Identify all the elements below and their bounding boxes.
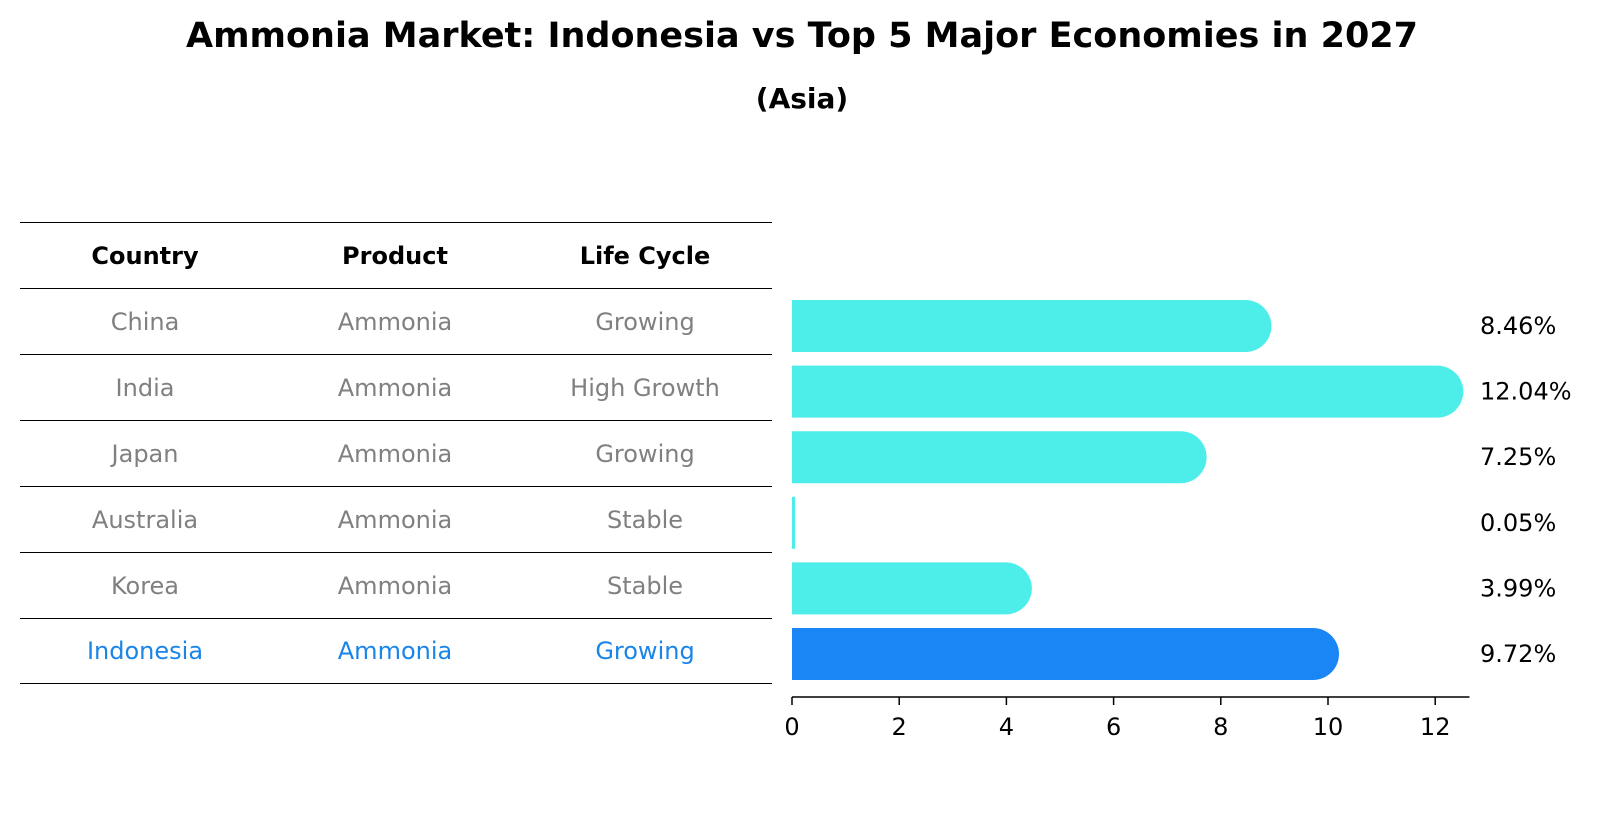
- cell-product: Ammonia: [337, 373, 453, 402]
- bar-korea: [792, 562, 1032, 615]
- table-row-highlight: Indonesia Ammonia Growing: [20, 618, 772, 684]
- cell-product: Ammonia: [337, 637, 453, 665]
- x-tick-label-2: 2: [892, 713, 907, 741]
- cell-country: Australia: [91, 505, 199, 534]
- bar-china: [792, 300, 1272, 352]
- cell-product: Ammonia: [337, 439, 453, 468]
- table-row: Australia Ammonia Stable: [20, 486, 772, 552]
- cell-country: Korea: [110, 571, 180, 600]
- value-label-japan: 7.25%: [1480, 443, 1556, 471]
- x-tick-label-0: 0: [784, 713, 799, 741]
- table-row: Korea Ammonia Stable: [20, 552, 772, 618]
- chart-title: Ammonia Market: Indonesia vs Top 5 Major…: [185, 16, 1419, 56]
- x-tick-label-8: 8: [1213, 713, 1228, 741]
- table-row: Japan Ammonia Growing: [20, 420, 772, 486]
- header-life-cycle: Life Cycle: [579, 241, 711, 270]
- value-label-australia: 0.05%: [1480, 509, 1556, 537]
- value-label-korea: 3.99%: [1480, 574, 1556, 602]
- cell-life-cycle: Growing: [595, 307, 695, 336]
- bar-japan: [792, 431, 1207, 484]
- cell-country: Indonesia: [86, 637, 204, 665]
- chart-subtitle: (Asia): [755, 82, 849, 115]
- header-country: Country: [91, 241, 199, 270]
- bar-australia: [792, 496, 795, 549]
- header-product: Product: [342, 241, 448, 270]
- cell-life-cycle: Growing: [595, 637, 695, 665]
- cell-country: Japan: [111, 439, 179, 468]
- cell-life-cycle: Growing: [595, 439, 695, 468]
- data-table: Country Product Life Cycle China Ammonia…: [20, 222, 772, 684]
- bar-india: [792, 365, 1464, 418]
- cell-product: Ammonia: [337, 571, 453, 600]
- value-label-china: 8.46%: [1480, 312, 1556, 340]
- value-label-indonesia: 9.72%: [1480, 640, 1556, 668]
- table-header-row: Country Product Life Cycle: [20, 222, 772, 288]
- x-tick-label-12: 12: [1420, 713, 1451, 741]
- cell-country: India: [115, 373, 175, 402]
- x-tick-label-6: 6: [1106, 713, 1121, 741]
- cell-life-cycle: Stable: [606, 571, 684, 600]
- value-label-india: 12.04%: [1480, 378, 1572, 406]
- cell-life-cycle: High Growth: [570, 373, 720, 402]
- cell-product: Ammonia: [337, 307, 453, 336]
- cell-product: Ammonia: [337, 505, 453, 534]
- bar-indonesia: [792, 628, 1339, 680]
- x-tick-label-4: 4: [999, 713, 1014, 741]
- table-row: India Ammonia High Growth: [20, 354, 772, 420]
- cell-life-cycle: Stable: [606, 505, 684, 534]
- table-row: China Ammonia Growing: [20, 288, 772, 354]
- x-tick-label-10: 10: [1313, 713, 1344, 741]
- cell-country: China: [110, 307, 180, 336]
